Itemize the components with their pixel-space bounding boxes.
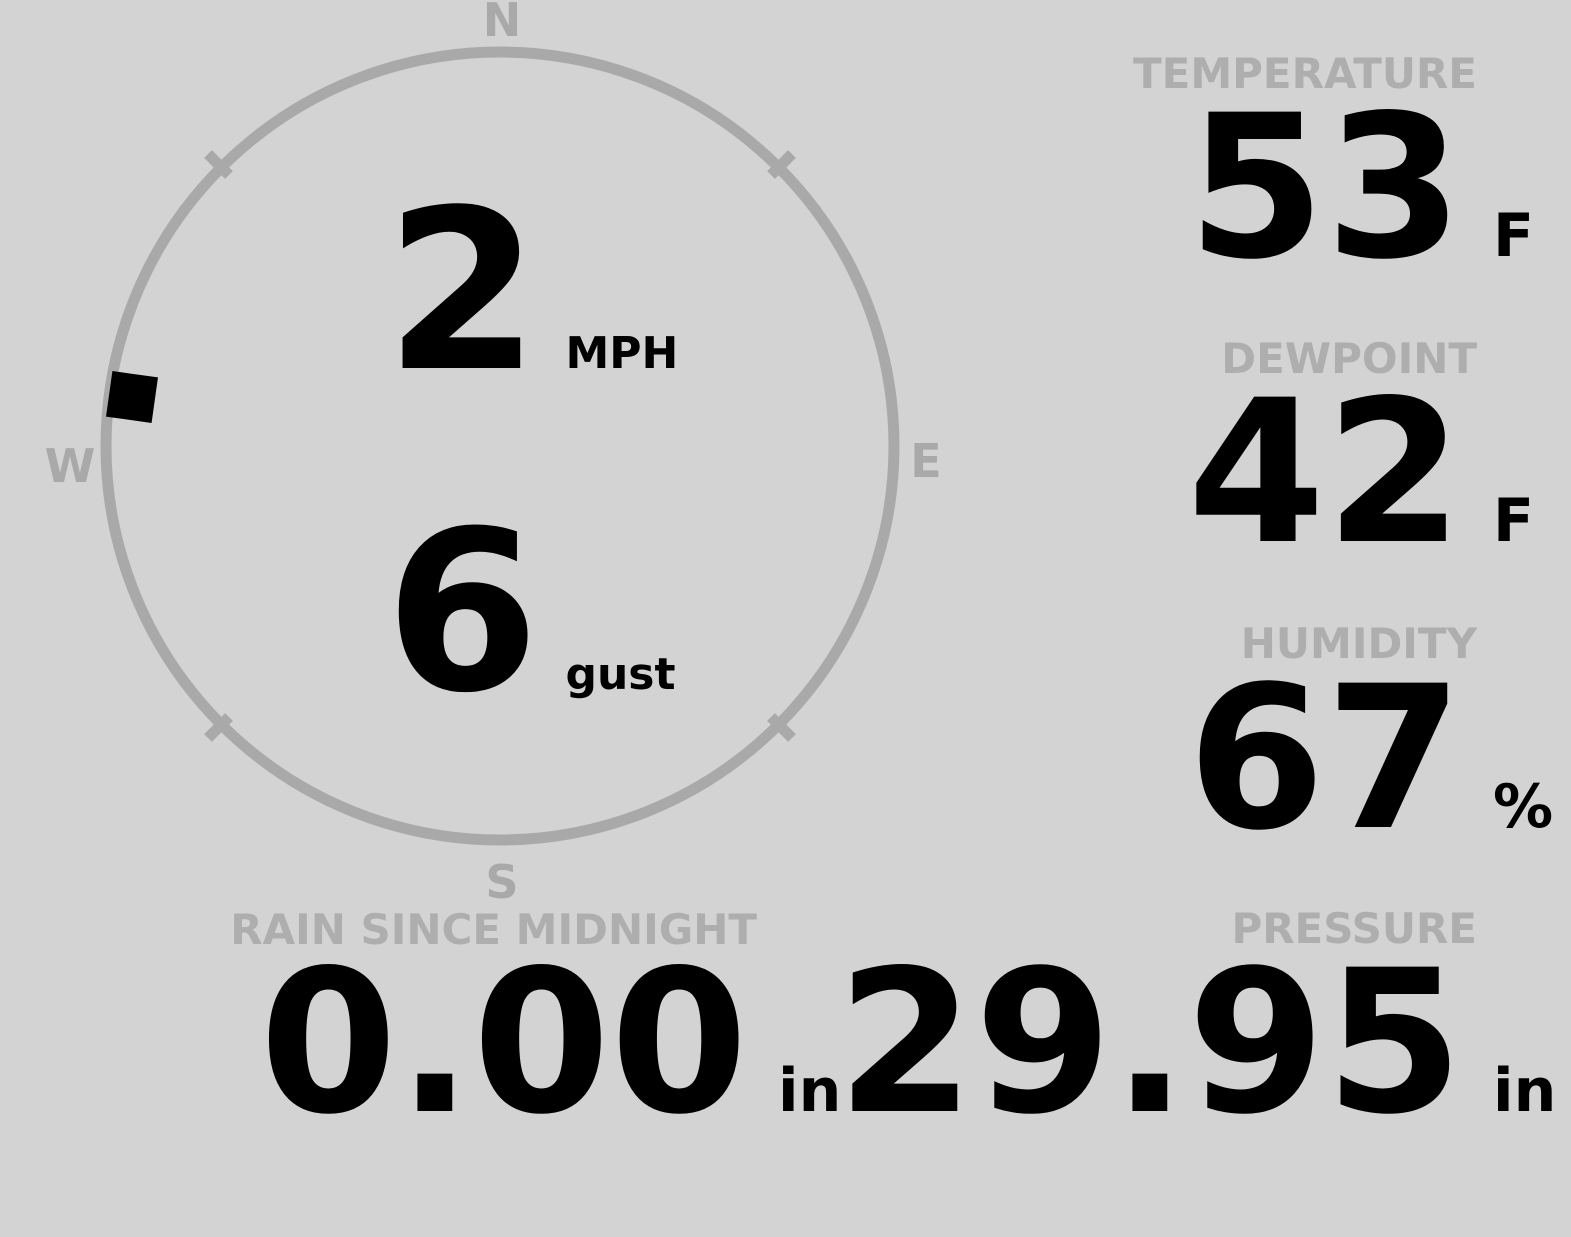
rain-label: RAIN SINCE MIDNIGHT (230, 905, 757, 954)
pressure-unit: in (1493, 1056, 1557, 1126)
compass-tick-nw (204, 150, 233, 179)
compass-label-south: S (485, 855, 519, 909)
pressure-label: PRESSURE (1231, 904, 1477, 953)
compass-tick-se (767, 713, 796, 742)
temperature-label: TEMPERATURE (1133, 49, 1477, 98)
temperature-value-row: 53 F (1187, 89, 1558, 287)
compass-label-north: N (482, 0, 522, 47)
dewpoint-value-row: 42 F (1187, 374, 1558, 572)
humidity-unit: % (1493, 772, 1554, 842)
wind-direction-marker (106, 371, 158, 423)
rain-value: 0.00 (259, 927, 748, 1158)
dewpoint-label: DEWPOINT (1221, 334, 1477, 383)
rain-unit: in (778, 1056, 842, 1126)
wind-compass (100, 46, 900, 846)
humidity-value: 67 (1187, 643, 1463, 874)
pressure-value-row: 29.95 in (837, 944, 1558, 1142)
compass-ring (100, 46, 900, 846)
humidity-value-row: 67% (1187, 660, 1558, 858)
temperature-unit: F (1493, 201, 1534, 271)
compass-tick-sw (204, 713, 233, 742)
wind-gust-value: 6 (385, 484, 540, 742)
temperature-value: 53 (1187, 72, 1463, 303)
compass-label-east: E (910, 434, 942, 488)
dewpoint-value: 42 (1187, 357, 1463, 588)
dewpoint-unit: F (1493, 486, 1534, 556)
wind-gust-row: 6 gust (385, 502, 676, 724)
compass-tick-ne (767, 150, 796, 179)
rain-value-row: 0.00 in (259, 944, 843, 1142)
humidity-label: HUMIDITY (1240, 619, 1477, 668)
wind-gust-unit: gust (565, 649, 676, 700)
wind-speed-unit: MPH (565, 328, 679, 379)
wind-speed-value: 2 (385, 163, 540, 421)
compass-label-west: W (44, 439, 96, 493)
pressure-value: 29.95 (836, 927, 1463, 1158)
wind-speed-row: 2 MPH (385, 181, 678, 403)
